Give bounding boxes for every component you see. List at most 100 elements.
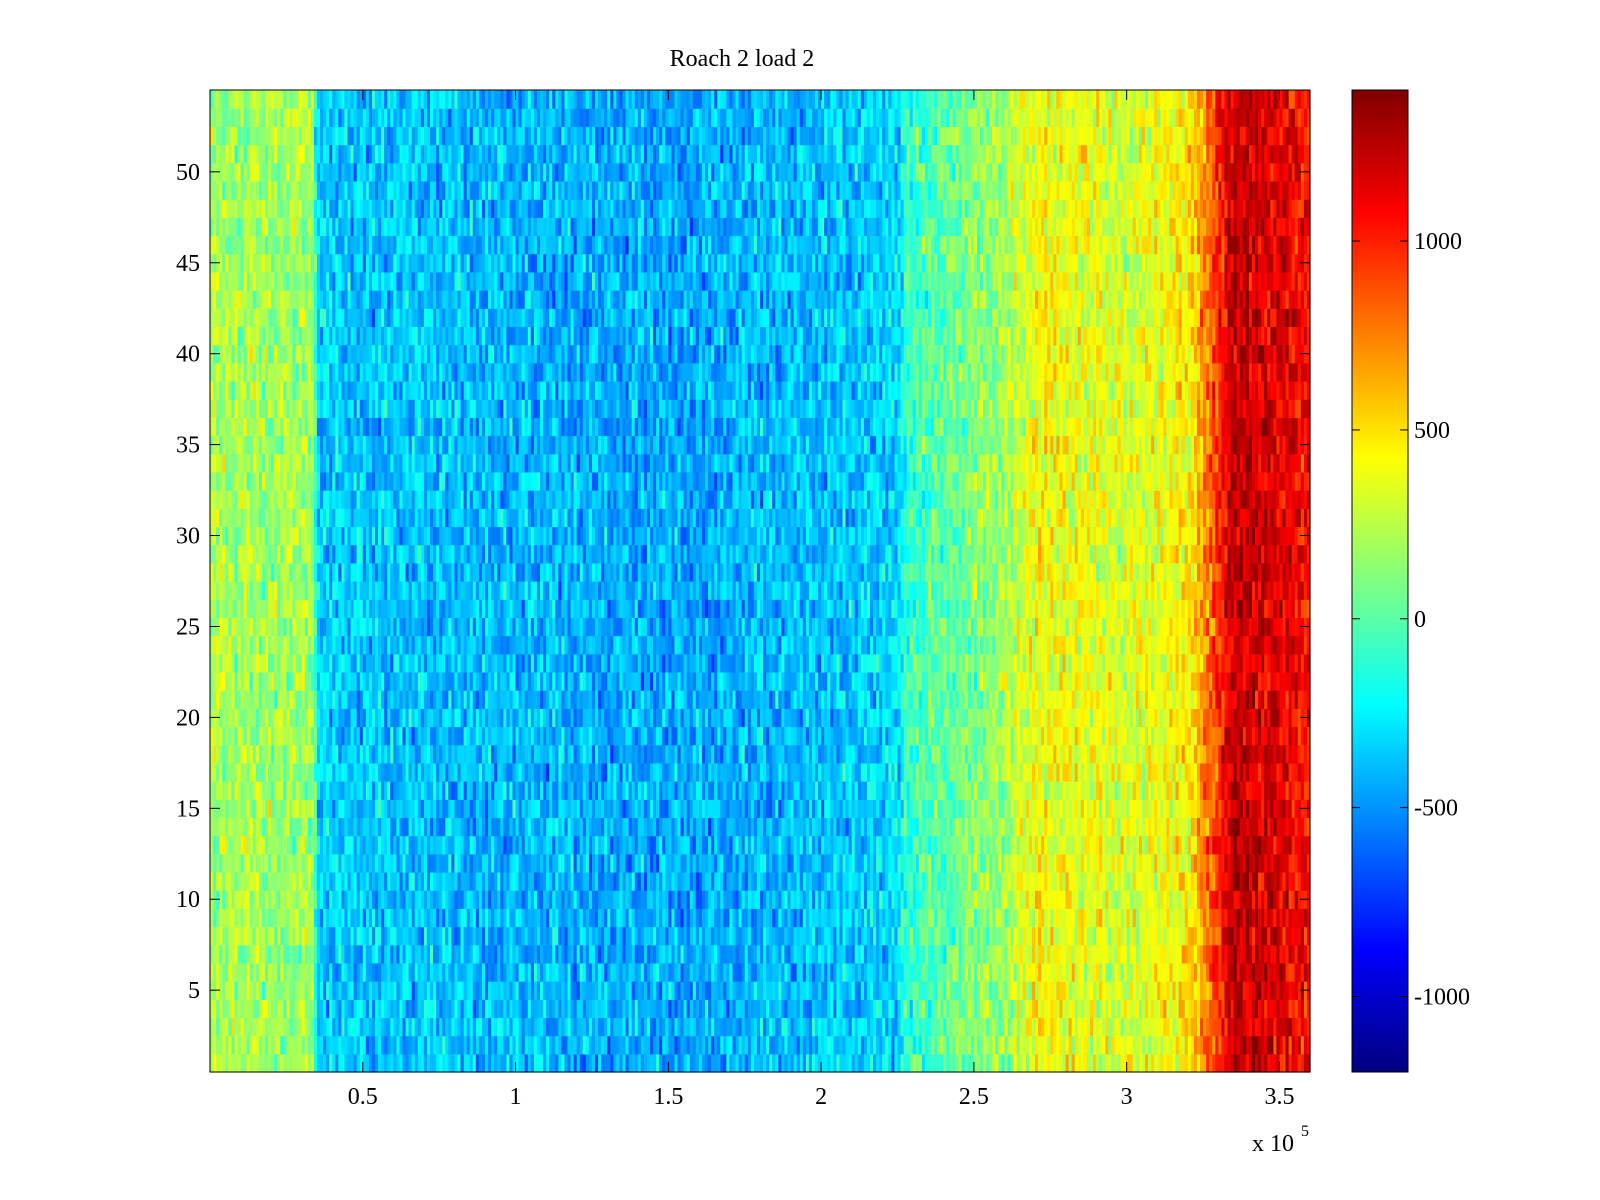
heatmap-cell [983, 1017, 987, 1037]
heatmap-cell [967, 1053, 972, 1073]
heatmap-cell [549, 1017, 553, 1037]
heatmap-cell [1071, 1035, 1076, 1055]
heatmap-cell [222, 1017, 226, 1037]
heatmap-cell [521, 1035, 526, 1055]
heatmap-cell [876, 1017, 880, 1037]
heatmap-cell [683, 1035, 688, 1055]
heatmap-cell [564, 1053, 569, 1073]
heatmap-cell [793, 1035, 798, 1055]
heatmap-cell [289, 999, 294, 1019]
heatmap-cell [903, 1017, 908, 1037]
heatmap-cell [946, 1035, 951, 1055]
heatmap-cell [433, 1053, 437, 1073]
heatmap-cell [668, 1017, 672, 1037]
heatmap-cell [588, 1053, 593, 1073]
heatmap-cell [619, 1017, 624, 1037]
heatmap-cell [567, 1053, 572, 1073]
heatmap-cell [1230, 1053, 1235, 1073]
heatmap-cell [637, 1035, 642, 1055]
heatmap-cell [228, 999, 232, 1019]
heatmap-cell [515, 1053, 520, 1073]
heatmap-cell [426, 1035, 431, 1055]
heatmap-cell [1132, 1035, 1137, 1055]
heatmap-cell [976, 1017, 981, 1037]
heatmap-cell [1172, 1053, 1177, 1073]
heatmap-cell [903, 1035, 908, 1055]
heatmap-cell [573, 1053, 578, 1073]
heatmap-cell [662, 1053, 666, 1073]
heatmap-cell [928, 1035, 932, 1055]
heatmap-cell [680, 1017, 685, 1037]
heatmap-cell [1196, 1035, 1201, 1055]
heatmap-cell [961, 1035, 966, 1055]
heatmap-cell [466, 1017, 471, 1037]
heatmap-cell [1111, 1053, 1116, 1073]
heatmap-cell [766, 1017, 770, 1037]
heatmap-cell [1218, 1017, 1222, 1037]
heatmap-cell [436, 1017, 440, 1037]
heatmap-cell [787, 1035, 792, 1055]
heatmap-cell [1007, 1017, 1012, 1037]
heatmap-cell [442, 1053, 446, 1073]
heatmap-cell [396, 1053, 401, 1073]
heatmap-cell [469, 999, 474, 1019]
heatmap-cell [741, 1017, 746, 1037]
heatmap-cell [411, 1035, 416, 1055]
heatmap-cell [698, 1035, 703, 1055]
heatmap-cell [595, 1053, 599, 1073]
heatmap-cell [503, 1017, 507, 1037]
heatmap-cell [1053, 1017, 1057, 1037]
heatmap-cell [824, 1053, 828, 1073]
heatmap-cell [228, 1053, 232, 1073]
heatmap-cell [320, 1035, 324, 1055]
heatmap-cell [1267, 1035, 1271, 1055]
heatmap-cell [213, 999, 217, 1019]
heatmap-cell [457, 999, 462, 1019]
heatmap-cell [1059, 1053, 1064, 1073]
heatmap-cell [1059, 1017, 1064, 1037]
heatmap-cell [1255, 1053, 1259, 1073]
heatmap-cell [451, 1053, 456, 1073]
heatmap-cell [650, 1017, 654, 1037]
heatmap-cell [289, 1035, 294, 1055]
heatmap-cell [454, 999, 459, 1019]
heatmap-cell [329, 999, 333, 1019]
heatmap-cell [252, 1035, 257, 1055]
heatmap-cell [292, 1035, 297, 1055]
heatmap-cell [485, 1035, 489, 1055]
heatmap-cell [1193, 1017, 1198, 1037]
heatmap-cell [631, 1035, 636, 1055]
heatmap-cell [701, 1017, 706, 1037]
heatmap-cell [1203, 1053, 1207, 1073]
heatmap-cell [304, 1017, 309, 1037]
heatmap-cell [588, 1035, 593, 1055]
heatmap-cell [992, 1053, 996, 1073]
heatmap-cell [313, 1053, 318, 1073]
heatmap-cell [356, 1053, 361, 1073]
heatmap-cell [466, 1053, 471, 1073]
heatmap-cell [417, 1053, 422, 1073]
heatmap-cell [915, 1035, 920, 1055]
heatmap-cell [1227, 1053, 1232, 1073]
heatmap-cell [527, 1035, 532, 1055]
heatmap-cell [393, 999, 397, 1019]
heatmap-cell [246, 1053, 251, 1073]
heatmap-cell [564, 1035, 569, 1055]
heatmap-cell [1258, 1053, 1262, 1073]
heatmap-cell [390, 1053, 394, 1073]
heatmap-cell [805, 1035, 810, 1055]
heatmap-cell [552, 1053, 556, 1073]
heatmap-cell [509, 1053, 514, 1073]
heatmap-cell [851, 1017, 856, 1037]
heatmap-cell [1270, 1053, 1274, 1073]
heatmap-cell [689, 1035, 694, 1055]
heatmap-cell [387, 1035, 391, 1055]
heatmap-cell [567, 1035, 572, 1055]
heatmap-cell [518, 1017, 523, 1037]
heatmap-cell [610, 1053, 614, 1073]
heatmap-cell [1093, 1035, 1097, 1055]
heatmap-cell [219, 999, 223, 1019]
heatmap-cell [402, 1053, 407, 1073]
heatmap-cell [726, 1017, 731, 1037]
heatmap-cell [1276, 1053, 1281, 1073]
